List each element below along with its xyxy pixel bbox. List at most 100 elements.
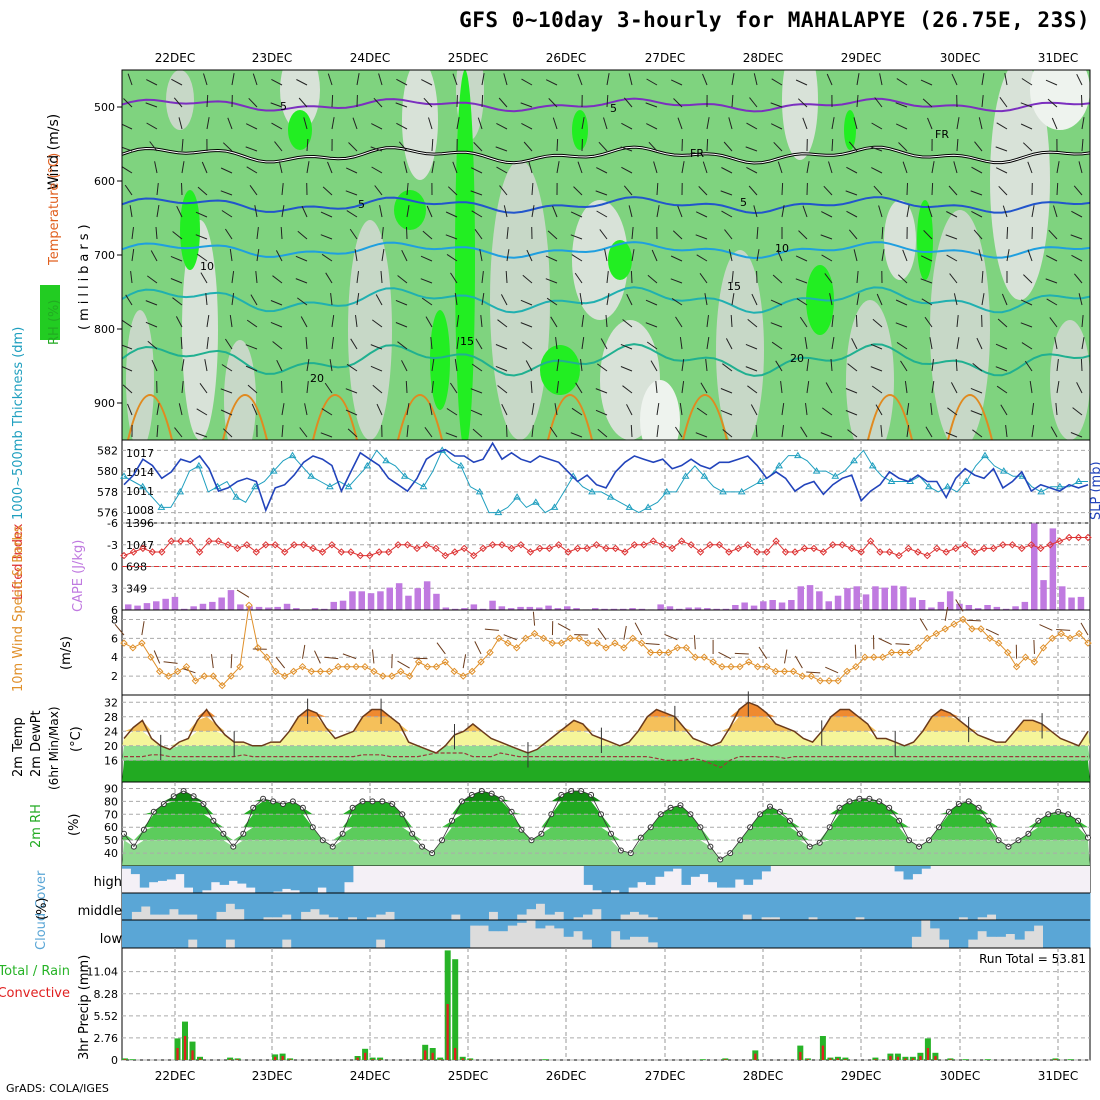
wind-barb bbox=[270, 300, 283, 306]
cape-bar bbox=[816, 591, 823, 610]
wind-barb bbox=[196, 253, 208, 262]
rh-tick-label: 40 bbox=[104, 847, 118, 860]
cloud-cell bbox=[375, 920, 386, 940]
wind-barb bbox=[556, 138, 559, 152]
contour-25 bbox=[682, 394, 728, 440]
wind-barb bbox=[995, 343, 1008, 350]
cloud-cell bbox=[685, 920, 696, 948]
wind-point bbox=[887, 648, 896, 657]
wind-barb bbox=[220, 388, 233, 394]
wind-barb-10m bbox=[1056, 629, 1071, 631]
wind-barb bbox=[902, 161, 908, 174]
wind-barb bbox=[756, 226, 759, 240]
cloud-cell bbox=[291, 893, 302, 920]
cloud-cell bbox=[1043, 920, 1053, 948]
precip-conv-bar bbox=[926, 1048, 930, 1060]
wind-barb bbox=[306, 381, 309, 394]
wind-barb bbox=[122, 123, 133, 130]
wind-barb-10m bbox=[1039, 624, 1053, 631]
li-point bbox=[262, 541, 270, 549]
cape-bar bbox=[153, 601, 160, 610]
wind-barb bbox=[1005, 425, 1008, 438]
wind-barb bbox=[802, 205, 808, 218]
wind-barb bbox=[946, 254, 958, 262]
wind-barb bbox=[345, 388, 358, 394]
wind-barb bbox=[745, 146, 758, 152]
cloud-cell bbox=[1033, 920, 1044, 926]
thickness-point bbox=[531, 498, 540, 505]
wind-barb bbox=[1070, 432, 1083, 438]
wind-barb bbox=[645, 322, 658, 328]
wind-barb bbox=[221, 364, 233, 372]
wind-barb bbox=[406, 403, 410, 416]
li-line bbox=[123, 537, 1088, 557]
wind-barb bbox=[631, 226, 634, 240]
wind-barb bbox=[626, 293, 633, 306]
cloud-cell bbox=[717, 866, 727, 888]
wind-barb bbox=[746, 166, 758, 174]
wind-barb bbox=[1006, 226, 1009, 240]
wind-barb bbox=[456, 117, 460, 130]
precip-tick-label: 5.52 bbox=[94, 1010, 119, 1023]
temp2m-label: 2m Temp bbox=[11, 717, 26, 777]
wind-barb bbox=[270, 102, 283, 108]
wind-barb bbox=[396, 122, 408, 130]
wind-barb-10m bbox=[784, 649, 788, 664]
y-tick-label: 580 bbox=[97, 465, 118, 478]
precip-conv-bar bbox=[446, 1004, 449, 1060]
wind-barb bbox=[823, 185, 833, 196]
wind-barb bbox=[976, 337, 983, 350]
cloud-high-label: high bbox=[94, 875, 122, 890]
wind-barb bbox=[677, 205, 683, 218]
contour-label: FR bbox=[690, 147, 704, 160]
cape-bar bbox=[470, 604, 478, 610]
wind-point bbox=[236, 662, 244, 671]
li-point bbox=[592, 541, 601, 549]
cloud-cell bbox=[592, 866, 603, 891]
wind-barb bbox=[395, 322, 408, 328]
rh-band bbox=[122, 814, 1090, 828]
wind-barb bbox=[621, 166, 633, 174]
wind-barb bbox=[931, 359, 934, 372]
cape-bar bbox=[1059, 586, 1066, 610]
cape-tick-label: 698 bbox=[126, 561, 147, 574]
wind-barb bbox=[526, 249, 533, 262]
rh-tick-label: 60 bbox=[104, 821, 118, 834]
wind-barb bbox=[856, 270, 859, 284]
cloud-cell bbox=[912, 866, 922, 875]
cloud-cell bbox=[291, 920, 302, 948]
li-point bbox=[744, 541, 752, 549]
wind-barb bbox=[401, 249, 408, 262]
wind-barb bbox=[395, 102, 408, 108]
wind-barb bbox=[1031, 403, 1035, 416]
wind-barb bbox=[546, 297, 558, 306]
wind-barb bbox=[255, 271, 258, 284]
wind-barb bbox=[656, 403, 660, 416]
wind-barb bbox=[150, 250, 158, 262]
thickness-point bbox=[925, 482, 933, 490]
slp-tick-label: 1011 bbox=[126, 485, 154, 498]
cloud-cell bbox=[193, 866, 203, 893]
wind-barb-10m bbox=[163, 661, 178, 664]
cloud-cell bbox=[441, 893, 452, 920]
wind-barb bbox=[871, 167, 883, 174]
wind-barb bbox=[745, 343, 758, 350]
wind-barb bbox=[355, 315, 358, 328]
cape-bar bbox=[1021, 601, 1029, 610]
cloud-cell bbox=[507, 920, 518, 926]
wind-barb bbox=[953, 293, 958, 306]
wind-barb bbox=[895, 299, 908, 306]
cloud-cell bbox=[308, 866, 318, 893]
cape-bar bbox=[536, 607, 543, 610]
wind-barb bbox=[245, 344, 258, 350]
cloud-cell bbox=[328, 920, 339, 948]
cloud-cell bbox=[628, 866, 638, 888]
precip-conv-bar bbox=[896, 1056, 900, 1060]
cloud-cell bbox=[610, 866, 620, 891]
wind-barb bbox=[798, 230, 808, 240]
li-point bbox=[536, 544, 544, 553]
cloud-cell bbox=[122, 893, 132, 920]
temp-band bbox=[122, 731, 1090, 746]
cloud-cell bbox=[394, 893, 405, 920]
wind-barb bbox=[1049, 317, 1058, 328]
